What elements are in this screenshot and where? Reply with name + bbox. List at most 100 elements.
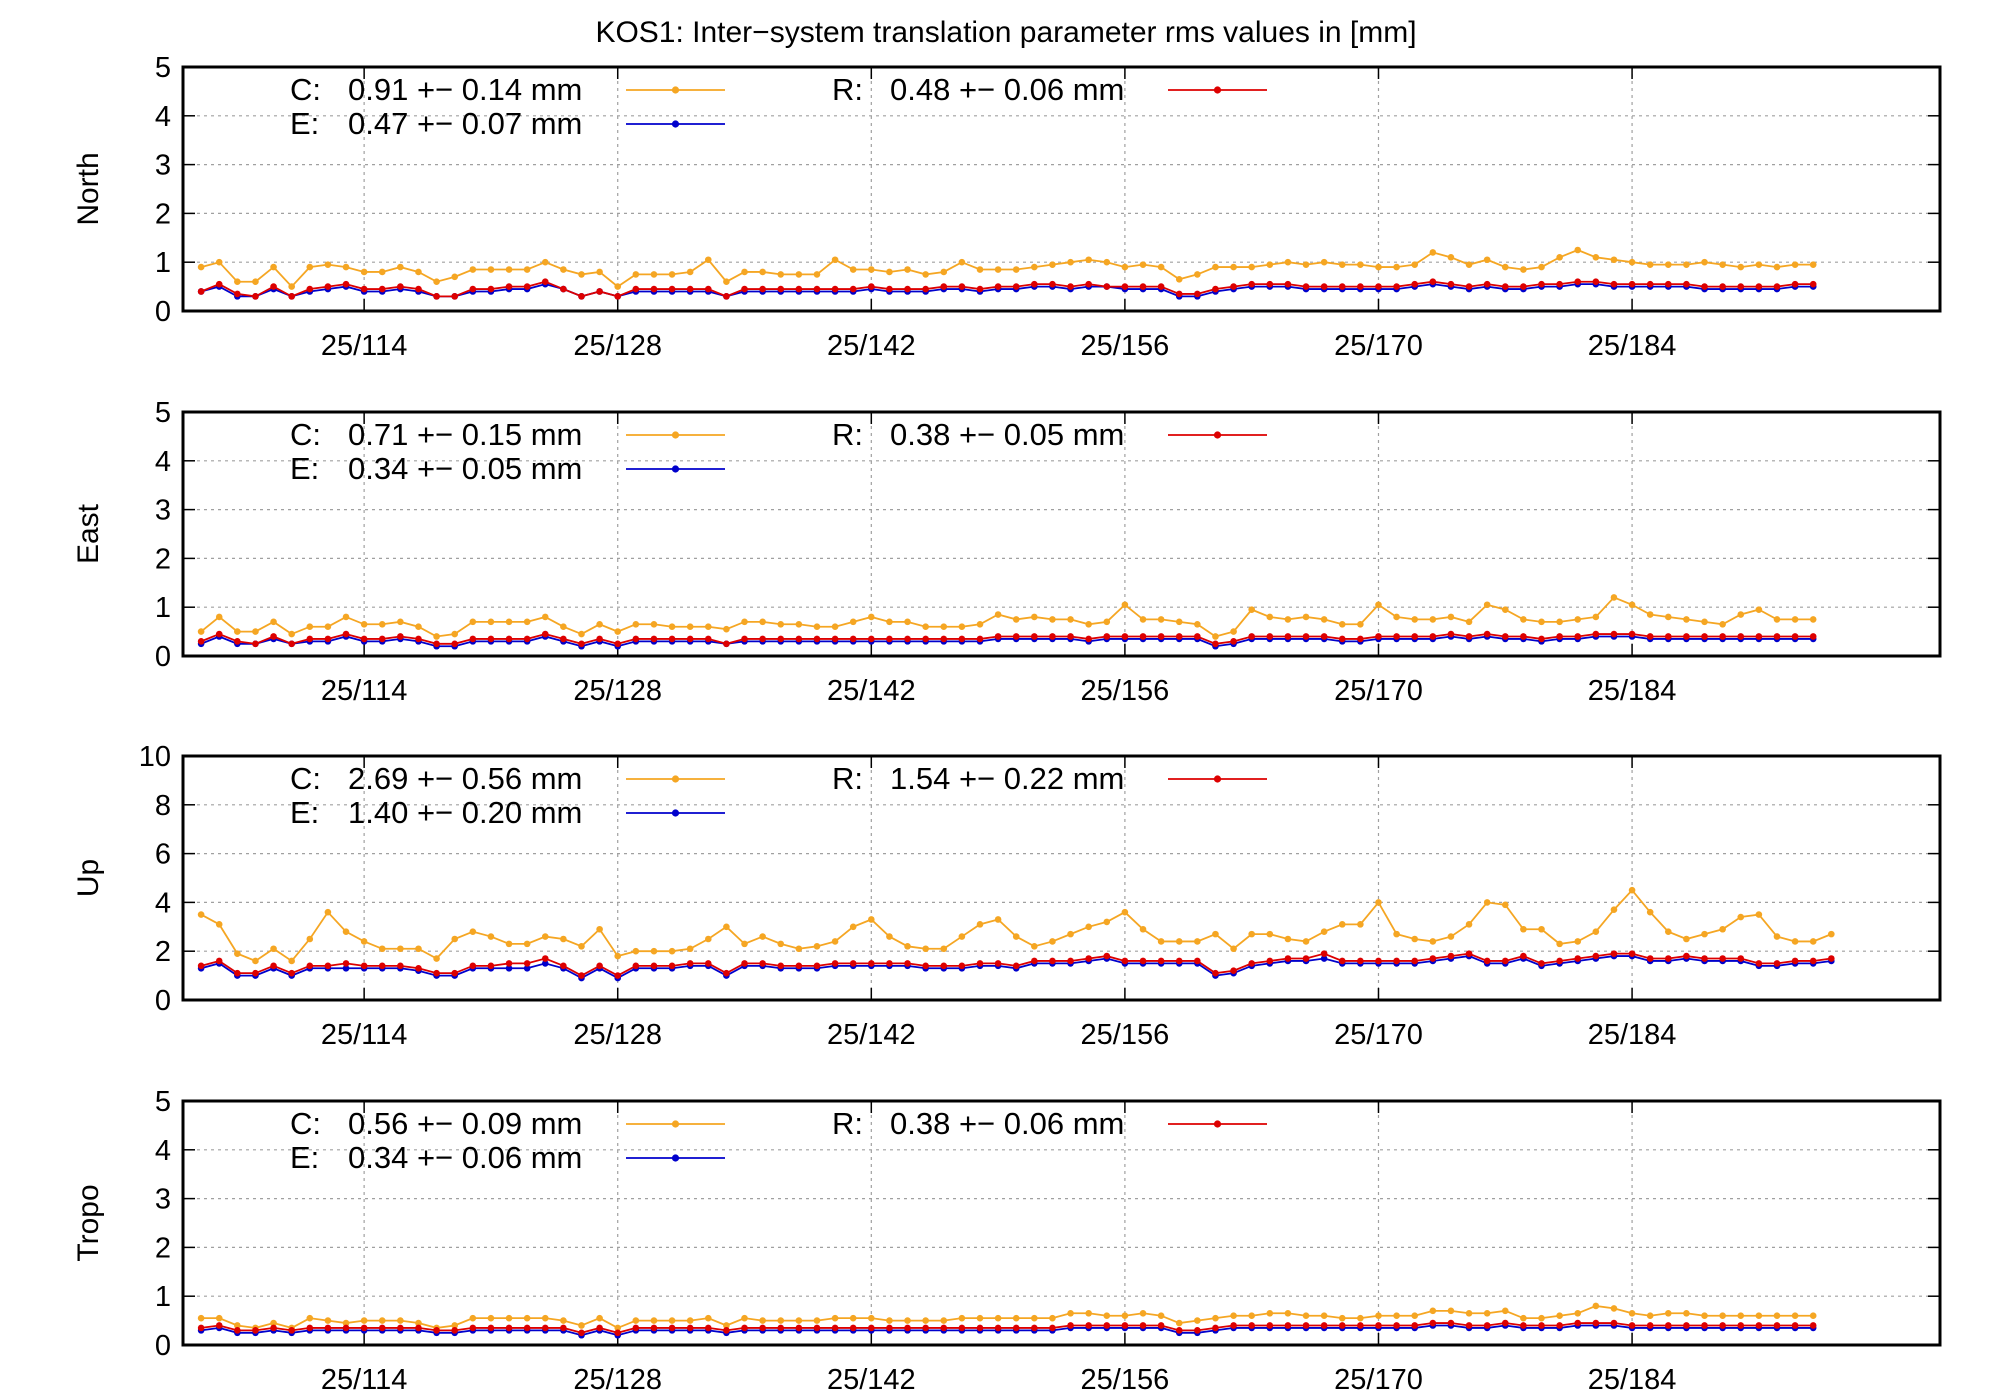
data-point — [1646, 633, 1654, 640]
data-point — [1266, 1322, 1274, 1329]
legend-entry: 0.47 +− 0.07 mm — [348, 106, 582, 141]
data-point — [1556, 254, 1563, 261]
data-point — [505, 940, 513, 948]
data-point — [1067, 930, 1074, 938]
data-point — [1320, 283, 1328, 290]
x-tick-label: 25/114 — [321, 1364, 408, 1396]
data-point — [1520, 1322, 1527, 1329]
data-point — [1556, 280, 1563, 288]
data-point — [469, 635, 477, 643]
data-point — [306, 623, 314, 631]
data-point — [904, 1324, 911, 1332]
data-point — [1664, 633, 1672, 640]
data-point — [632, 285, 640, 293]
data-point — [1393, 633, 1400, 640]
data-point — [505, 635, 513, 643]
data-point — [1284, 258, 1292, 266]
data-point — [342, 1319, 350, 1327]
data-point — [632, 635, 640, 643]
data-point — [650, 271, 658, 278]
data-point — [270, 283, 277, 290]
data-point — [976, 921, 984, 928]
data-point — [1157, 283, 1165, 290]
data-point — [1375, 633, 1382, 640]
data-point — [1520, 1314, 1527, 1322]
data-point — [1483, 280, 1491, 288]
y-tick-label: 2 — [155, 936, 171, 968]
data-point — [451, 935, 459, 943]
data-point — [197, 288, 205, 295]
data-point — [831, 256, 839, 264]
data-point — [1429, 938, 1437, 945]
data-point — [1610, 280, 1618, 288]
data-point — [1483, 630, 1491, 638]
data-point — [1320, 955, 1328, 962]
x-tick-label: 25/170 — [1334, 1019, 1423, 1051]
data-point — [777, 1324, 785, 1332]
data-point — [849, 923, 857, 931]
data-point — [686, 1317, 694, 1324]
data-point — [1520, 616, 1527, 623]
data-point — [451, 1327, 459, 1334]
data-point — [1320, 950, 1328, 957]
data-point — [759, 933, 766, 940]
data-point — [415, 1319, 422, 1327]
data-point — [1230, 283, 1237, 290]
data-point — [578, 630, 585, 638]
data-point — [1338, 1314, 1346, 1322]
data-point — [1501, 263, 1509, 271]
data-point — [1139, 925, 1147, 933]
data-point — [1755, 606, 1763, 613]
data-point — [197, 962, 205, 970]
data-point — [1828, 930, 1835, 938]
data-point — [940, 635, 948, 643]
data-point — [487, 1314, 495, 1322]
data-point — [523, 283, 531, 290]
chart-panel-tropo: 0 1 2 3 4 5 25/114 25/128 25/142 25/156 25/170 25/1… — [72, 1086, 1942, 1396]
data-point — [1320, 633, 1328, 640]
data-point — [397, 263, 404, 271]
data-point — [650, 620, 658, 628]
data-point — [505, 1324, 513, 1332]
data-point — [523, 266, 531, 273]
data-point — [324, 908, 332, 916]
data-point — [469, 266, 477, 273]
data-point — [541, 613, 549, 621]
data-point — [1121, 601, 1129, 609]
data-point — [723, 1322, 730, 1329]
data-point — [668, 285, 676, 293]
data-point — [1085, 923, 1092, 931]
x-tick-label: 25/184 — [1588, 1364, 1677, 1396]
data-point — [270, 263, 277, 271]
data-point — [958, 258, 966, 266]
data-point — [759, 285, 766, 293]
data-point — [1320, 928, 1328, 935]
data-point — [288, 283, 295, 290]
data-point — [1538, 1322, 1545, 1329]
data-point — [433, 633, 440, 640]
data-point — [1031, 1314, 1038, 1322]
data-point — [704, 1314, 712, 1322]
data-point — [451, 1322, 459, 1329]
data-point — [795, 635, 803, 643]
x-tick-label: 25/114 — [321, 675, 408, 707]
data-point — [1212, 263, 1219, 271]
data-point — [1375, 283, 1382, 290]
data-point — [596, 925, 603, 933]
data-point — [940, 945, 948, 953]
data-point — [1121, 957, 1129, 965]
data-point — [451, 640, 459, 648]
data-point — [650, 285, 658, 293]
data-point — [958, 1324, 966, 1332]
data-point — [1067, 258, 1074, 266]
data-point — [1411, 261, 1419, 268]
data-point — [378, 620, 386, 628]
data-point — [1538, 618, 1545, 626]
data-point — [759, 618, 766, 626]
data-point — [578, 943, 585, 950]
data-point — [1592, 1302, 1600, 1310]
data-point — [632, 947, 640, 955]
data-point — [523, 960, 531, 967]
data-point — [541, 933, 549, 940]
data-point — [904, 943, 911, 950]
